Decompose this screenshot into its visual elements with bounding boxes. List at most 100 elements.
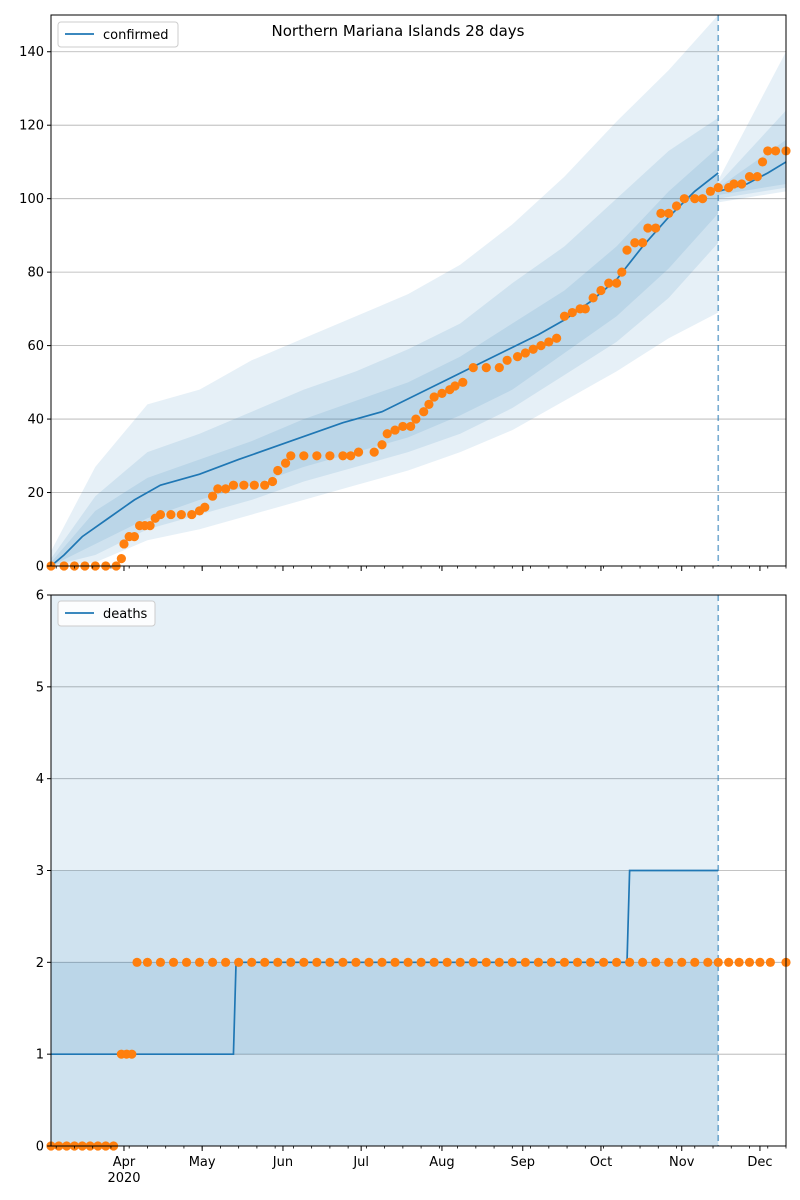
confirmed-observed-point [166,509,176,520]
deaths-observed-point [142,957,153,967]
confirmed-observed-point [187,509,197,520]
deaths-observed-point [533,957,543,967]
confirmed-observed-point [116,554,126,564]
deaths-observed-point [403,957,413,967]
confirmed-observed-point [713,183,723,193]
x-tick-label-nov: Nov [669,1155,695,1170]
confirmed-observed-point [346,451,356,461]
confirmed-observed-point [390,425,400,435]
confirmed-observed-point [656,208,666,218]
deaths-observed-point [127,1049,137,1059]
confirmed-observed-point [494,363,504,373]
confirmed-panel: 0 20 40 60 80 100 120 140 Northern Mariana Isla… [19,14,791,575]
confirmed-observed-point [260,480,270,490]
deaths-observed-point [273,957,283,967]
confirmed-observed-point [369,447,379,457]
deaths-observed-point [507,957,517,967]
confirmed-observed-point [353,447,364,457]
confirmed-forecast-band-80 [718,110,786,199]
confirmed-observed-point [544,337,554,347]
deaths-observed-point [572,957,583,967]
deaths-observed-point [260,957,270,967]
deaths-panel: 0 1 2 3 4 5 6 Apr May Jun Jul Aug Sep Oct Nov Dec deat… [36,589,791,1186]
confirmed-observed-point [690,194,700,204]
confirmed-observed-point [129,532,140,542]
confirmed-observed-point [679,194,689,204]
deaths-observed-point [429,957,439,967]
confirmed-legend-label: confirmed [103,28,169,43]
deaths-observed-point [207,957,218,967]
confirmed-observed-point [596,285,606,296]
confirmed-y-tick-label: 40 [27,413,44,428]
confirmed-observed-point [528,344,538,354]
confirmed-observed-point [424,399,434,409]
chart-title: Northern Mariana Islands 28 days [272,22,525,40]
confirmed-observed-point [228,480,239,490]
deaths-observed-point [442,957,452,967]
deaths-x-ticks: Apr May Jun Jul Aug Sep Oct Nov Dec [55,1146,787,1170]
confirmed-observed-point [419,407,429,417]
confirmed-observed-point [729,179,739,189]
confirmed-y-tick-label: 0 [36,560,44,575]
deaths-observed-point [546,957,557,967]
confirmed-observed-point [325,451,335,461]
confirmed-observed-point [155,509,166,520]
deaths-observed-point [299,957,309,967]
confirmed-observed-point [312,451,322,461]
confirmed-y-tick-label: 20 [27,486,44,501]
confirmed-y-tick-label: 120 [19,119,44,134]
confirmed-observed-point [280,458,291,468]
deaths-observed-point [390,957,400,967]
confirmed-observed-point [617,267,627,277]
deaths-observed-point [520,957,530,967]
confirmed-x-ticks [55,566,787,571]
confirmed-observed-point [580,304,590,314]
deaths-observed-point [690,957,700,967]
x-tick-label-oct: Oct [590,1155,612,1170]
deaths-y-tick-label: 5 [36,680,44,695]
deaths-observed-point [598,957,609,967]
deaths-observed-point [724,957,734,967]
confirmed-observed-point [697,194,708,204]
deaths-y-ticks: 0 1 2 3 4 5 6 [36,589,51,1155]
x-tick-label-aug: Aug [429,1155,454,1170]
deaths-observed-point [744,957,755,967]
x-tick-label-jul: Jul [352,1155,369,1170]
deaths-observed-point [734,957,744,967]
x-tick-label-apr: Apr [113,1155,136,1170]
deaths-band-80 [51,870,719,1146]
confirmed-observed-point [559,311,570,321]
confirmed-observed-point [588,293,598,303]
confirmed-observed-point [429,392,439,402]
confirmed-observed-point [437,388,447,398]
confirmed-observed-point [286,451,296,461]
confirmed-bands [51,15,786,567]
deaths-bands [51,595,719,1146]
deaths-legend: deaths [57,600,156,627]
confirmed-observed-point [481,363,491,373]
confirmed-observed-point [377,440,387,450]
confirmed-observed-point [338,451,348,461]
x-tick-label-sep: Sep [510,1155,535,1170]
confirmed-observed-point [502,355,512,365]
confirmed-observed-point [520,348,530,358]
x-tick-label-jun: Jun [272,1155,293,1170]
deaths-observed-point [155,957,166,967]
confirmed-observed-point [705,186,716,196]
deaths-observed-point [481,957,491,967]
deaths-observed-point [765,957,775,967]
x-axis-year-label: 2020 [107,1171,140,1186]
deaths-observed-point [364,957,374,967]
deaths-y-tick-label: 4 [36,772,44,787]
confirmed-median-line [50,172,719,567]
confirmed-observed-point [406,421,416,432]
deaths-band-50 [51,962,719,1055]
confirmed-observed-point [638,238,648,248]
confirmed-legend: confirmed [57,21,179,48]
confirmed-observed-point [552,333,562,343]
confirmed-band-95 [51,15,719,566]
deaths-observed-point [651,957,661,967]
deaths-observed-point [703,957,713,967]
deaths-y-tick-label: 0 [36,1140,44,1155]
